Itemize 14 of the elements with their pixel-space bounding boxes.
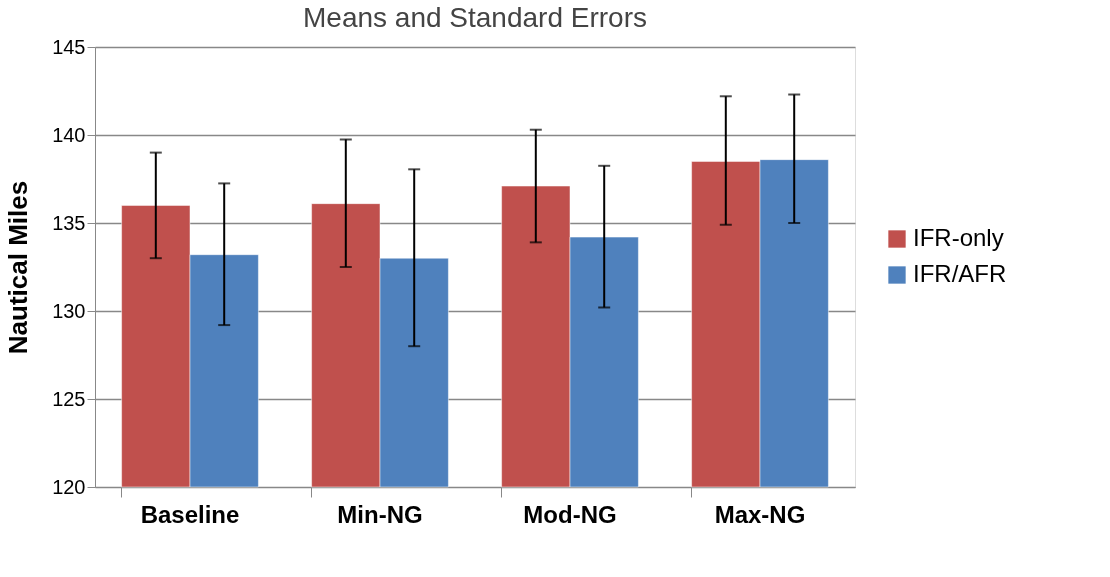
y-axis-title: Nautical Miles bbox=[3, 180, 34, 355]
x-tick-label: Min-NG bbox=[337, 500, 423, 528]
y-tick-label: 145 bbox=[52, 35, 86, 58]
y-tick-label: 125 bbox=[52, 387, 86, 410]
y-tick-label: 135 bbox=[52, 211, 86, 234]
y-tick-label: 140 bbox=[52, 123, 86, 146]
x-tick-label: Mod-NG bbox=[523, 500, 617, 528]
y-tick-label: 130 bbox=[52, 299, 86, 322]
x-tick-label: Max-NG bbox=[714, 500, 806, 528]
chart-title: Means and Standard Errors bbox=[303, 2, 647, 33]
y-tick-label: 120 bbox=[52, 475, 86, 498]
x-tick-label: Baseline bbox=[140, 500, 240, 528]
legend-label: IFR-only bbox=[913, 224, 1004, 251]
legend-label: IFR/AFR bbox=[913, 260, 1007, 287]
